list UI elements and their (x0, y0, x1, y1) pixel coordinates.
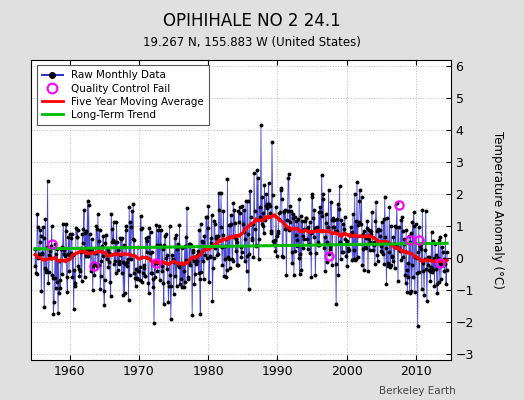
Legend: Raw Monthly Data, Quality Control Fail, Five Year Moving Average, Long-Term Tren: Raw Monthly Data, Quality Control Fail, … (37, 65, 209, 125)
Text: OPIHIHALE NO 2 24.1: OPIHIHALE NO 2 24.1 (162, 12, 341, 30)
Text: Berkeley Earth: Berkeley Earth (379, 386, 456, 396)
Text: 19.267 N, 155.883 W (United States): 19.267 N, 155.883 W (United States) (143, 36, 361, 49)
Y-axis label: Temperature Anomaly (°C): Temperature Anomaly (°C) (490, 131, 504, 289)
